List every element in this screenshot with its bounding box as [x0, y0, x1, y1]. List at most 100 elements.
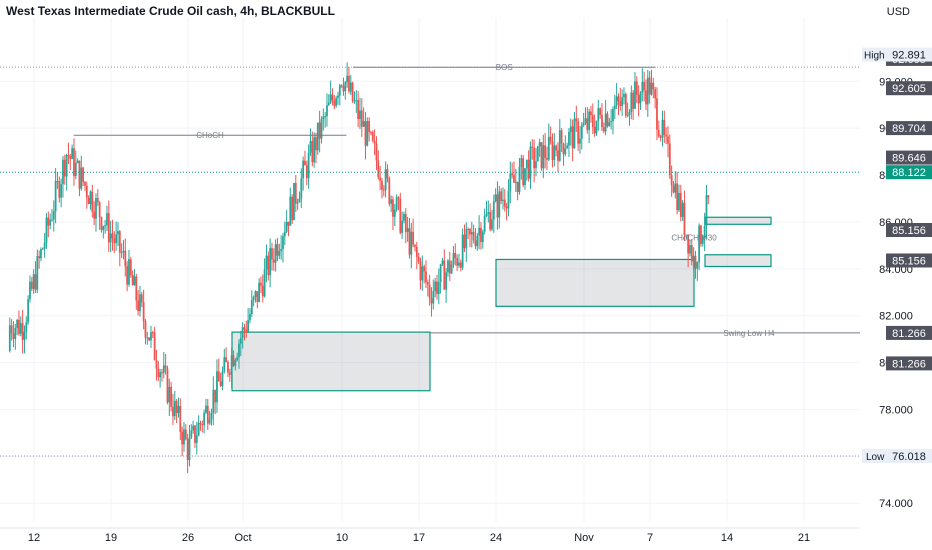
candle-body	[492, 201, 495, 220]
candle-body	[419, 261, 422, 281]
candle-body	[421, 266, 424, 281]
candle-body	[428, 284, 431, 299]
candle-body	[117, 231, 119, 235]
candle-body	[10, 325, 13, 334]
candle-body	[201, 423, 204, 426]
current-price-tag-bg	[886, 165, 932, 180]
candle-body	[415, 246, 418, 257]
candle-body	[327, 102, 330, 106]
candle-body	[364, 121, 367, 146]
candle-body	[294, 183, 297, 204]
candle-body	[331, 94, 334, 101]
candle-body	[465, 228, 468, 249]
candle-body	[613, 105, 616, 110]
candle-body	[230, 355, 233, 375]
candle-body	[245, 329, 248, 332]
candle-body	[234, 360, 237, 366]
candle-body	[368, 121, 371, 133]
candle-body	[340, 85, 343, 87]
candle-body	[131, 274, 134, 286]
candle-body	[652, 82, 655, 90]
candle-body	[304, 160, 306, 166]
x-tick-label: 10	[336, 532, 348, 544]
candle-body	[487, 212, 490, 215]
candle-body	[307, 152, 310, 179]
x-tick-label: 26	[182, 532, 194, 544]
candle-body	[536, 146, 539, 162]
candle-body	[437, 281, 440, 294]
low-tag-label: Low	[866, 452, 885, 463]
candle-body	[491, 219, 493, 230]
candle-body	[694, 255, 697, 269]
candle-body	[617, 96, 620, 102]
candle-body	[635, 81, 638, 96]
candle-body	[668, 143, 671, 176]
candle-body	[329, 94, 332, 103]
currency-label: USD	[886, 6, 910, 18]
candle-body	[700, 225, 702, 244]
candle-body	[260, 282, 262, 286]
candle-body	[362, 121, 365, 127]
candle-body	[27, 299, 30, 323]
candle-body	[216, 371, 218, 403]
candle-body	[210, 412, 213, 420]
candle-body	[379, 177, 382, 181]
candle-body	[474, 240, 477, 247]
candle-body	[342, 85, 345, 92]
candle-body	[118, 231, 121, 253]
candle-body	[439, 264, 442, 282]
candle-body	[203, 412, 206, 426]
candle-body	[269, 248, 272, 276]
x-tick-label: 21	[798, 532, 810, 544]
candle-body	[80, 167, 83, 189]
candle-body	[150, 332, 152, 341]
candle-body	[494, 194, 497, 202]
candle-body	[397, 197, 400, 199]
candle-body	[177, 406, 180, 414]
candle-body	[670, 175, 673, 186]
x-tick-label: 17	[413, 532, 425, 544]
candle-body	[197, 422, 200, 436]
candle-body	[645, 90, 647, 105]
candle-body	[214, 389, 217, 403]
candle-body	[283, 231, 286, 237]
candle-body	[529, 146, 532, 179]
candle-body	[190, 430, 193, 438]
candle-body	[106, 213, 108, 226]
candle-body	[276, 244, 279, 256]
candle-body	[282, 236, 284, 250]
candle-body	[298, 198, 301, 203]
candle-body	[648, 77, 651, 95]
chart-title: West Texas Intermediate Crude Oil cash, …	[6, 4, 335, 18]
candle-body	[496, 194, 499, 218]
price-tag: 89.646	[892, 153, 926, 165]
candle-body	[34, 274, 37, 290]
candle-body	[579, 138, 581, 144]
candle-body	[217, 371, 220, 382]
candle-body	[122, 250, 125, 253]
candle-body	[164, 365, 167, 369]
candle-body	[219, 381, 222, 387]
candle-body	[14, 328, 17, 339]
candle-body	[142, 302, 145, 322]
candle-body	[582, 123, 585, 126]
candle-body	[41, 248, 44, 250]
candle-body	[305, 165, 308, 179]
candle-body	[104, 225, 107, 227]
y-tick-label: 82.000	[879, 311, 913, 323]
candle-body	[263, 269, 266, 297]
candle-body	[179, 406, 182, 433]
high-tag-label: High	[864, 51, 885, 62]
price-tag-bg	[886, 253, 932, 268]
candle-body	[654, 89, 657, 99]
candle-body	[115, 234, 118, 244]
x-tick-label: Oct	[234, 532, 251, 544]
candle-body	[69, 155, 72, 159]
candle-body	[357, 100, 360, 119]
candle-body	[531, 146, 534, 148]
candle-body	[632, 92, 635, 109]
candle-body	[186, 439, 189, 461]
zone-box	[704, 254, 772, 268]
candle-body	[602, 127, 605, 132]
